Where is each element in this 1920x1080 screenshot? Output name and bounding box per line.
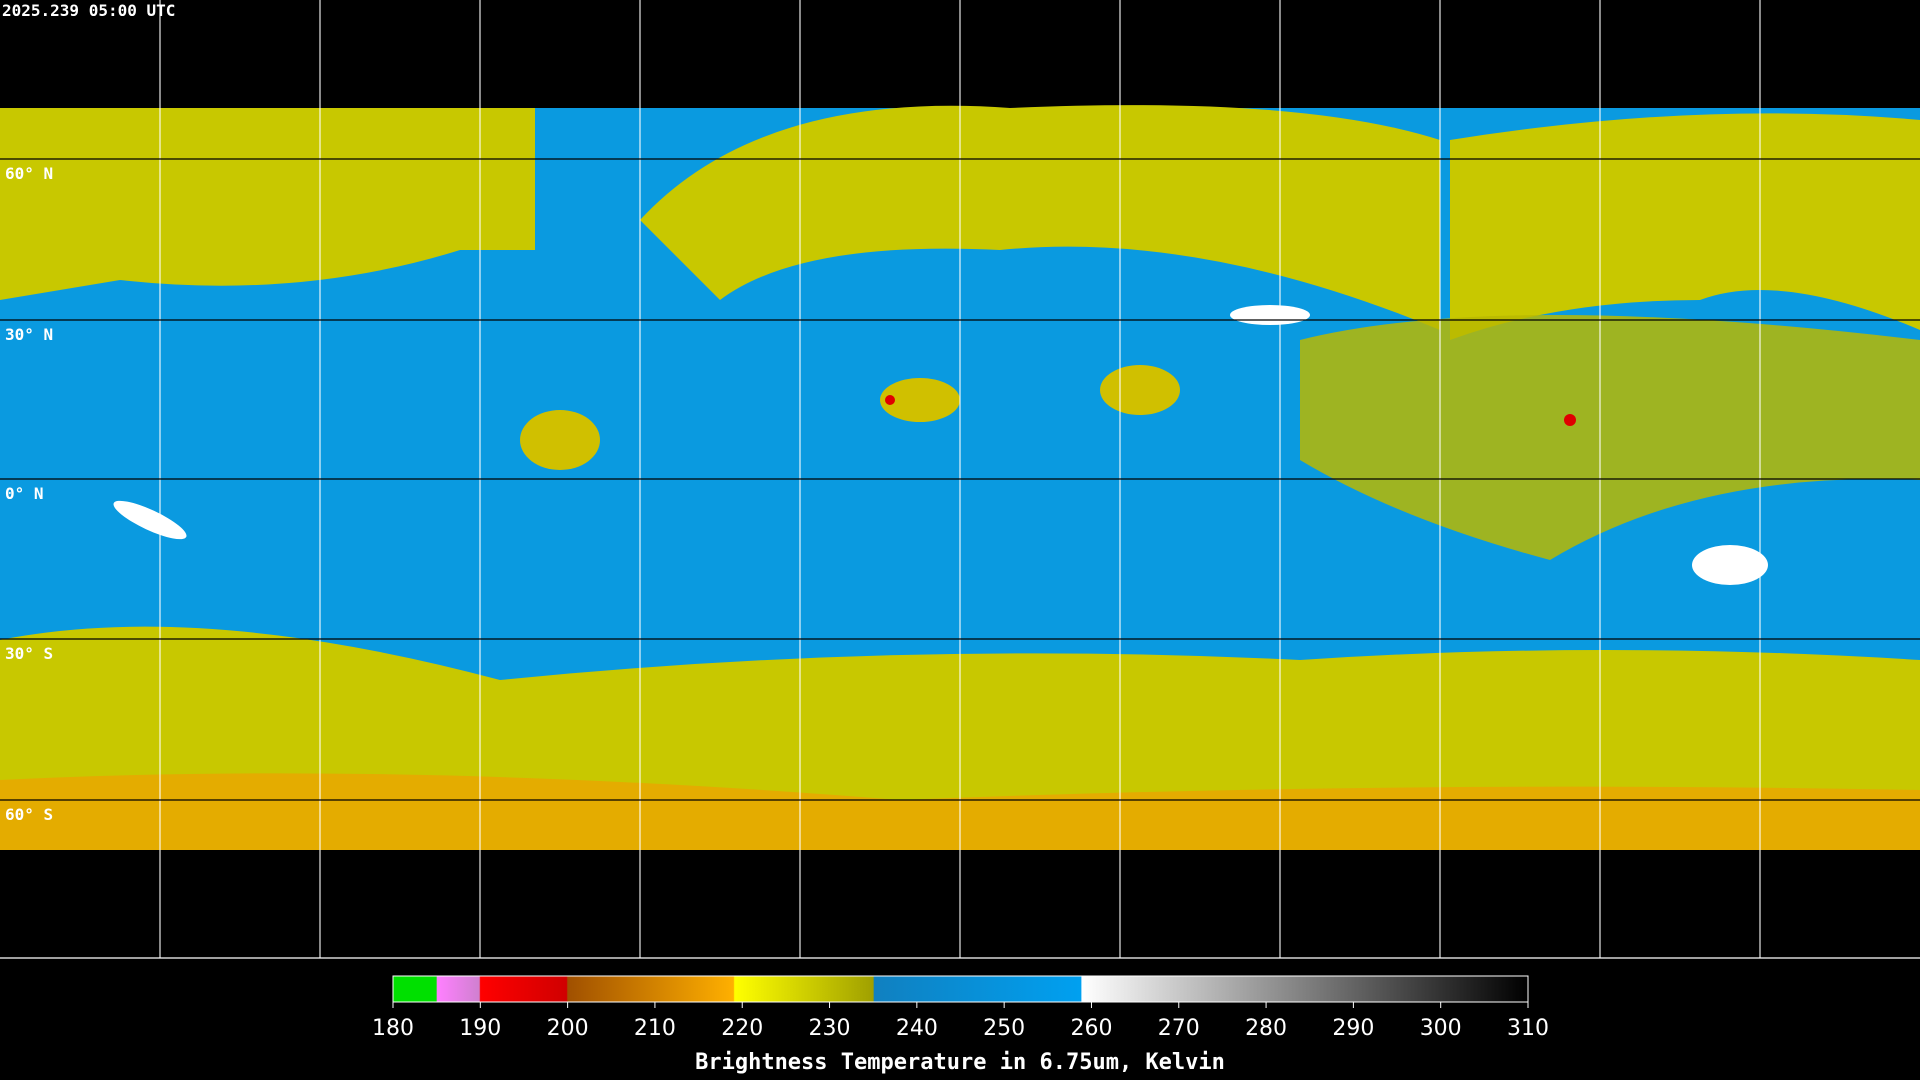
colorbar-tick-label: 250 (983, 1016, 1025, 1041)
colorbar-label: Brightness Temperature in 6.75um, Kelvin (695, 1050, 1225, 1075)
latitude-label: 30° S (5, 644, 53, 663)
colorbar-tick-label: 240 (896, 1016, 938, 1041)
colorbar-tick-label: 180 (372, 1016, 414, 1041)
dry-area (1692, 545, 1768, 585)
dry-area (1230, 305, 1310, 325)
colorbar-tick-label: 270 (1158, 1016, 1200, 1041)
colorbar-tick-label: 220 (721, 1016, 763, 1041)
colorbar-tick-label: 280 (1245, 1016, 1287, 1041)
convection-core (885, 395, 895, 405)
latitude-labels: 60° N 30° N 0° N 30° S 60° S (5, 164, 53, 824)
convection-core (1564, 414, 1576, 426)
cloud-band (640, 105, 1440, 330)
latitude-label: 0° N (5, 484, 44, 503)
dry-area (113, 500, 187, 540)
colorbar: Brightness Temperature in 6.75um, Kelvin… (372, 975, 1549, 1075)
colorbar-tick-label: 300 (1420, 1016, 1462, 1041)
timestamp: 2025.239 05:00 UTC (2, 1, 175, 20)
latitude-label: 60° N (5, 164, 53, 183)
colorbar-tick-label: 310 (1507, 1016, 1549, 1041)
cloud-band (1450, 113, 1920, 340)
latitude-label: 60° S (5, 805, 53, 824)
colorbar-tick-label: 290 (1332, 1016, 1374, 1041)
convection (1100, 365, 1180, 415)
colorbar-tick-label: 210 (634, 1016, 676, 1041)
colorbar-tick-label: 230 (809, 1016, 851, 1041)
convection (880, 378, 960, 422)
colorbar-tick-label: 190 (459, 1016, 501, 1041)
colorbar-tick-label: 200 (547, 1016, 589, 1041)
colorbar-tick-label: 260 (1070, 1016, 1112, 1041)
colorbar-ramp (392, 975, 1529, 1003)
latitude-label: 30° N (5, 325, 53, 344)
cloud-band (1300, 315, 1920, 560)
convection (520, 410, 600, 470)
graticule (0, 0, 1920, 959)
cloud-band (0, 108, 535, 300)
